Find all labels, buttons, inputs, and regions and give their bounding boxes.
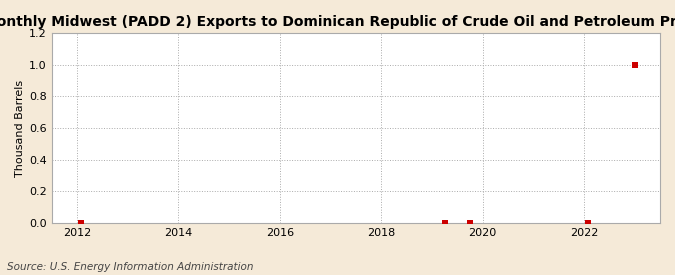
Y-axis label: Thousand Barrels: Thousand Barrels [15,79,25,177]
Point [629,62,640,67]
Point [464,221,475,225]
Point [583,221,593,225]
Title: Monthly Midwest (PADD 2) Exports to Dominican Republic of Crude Oil and Petroleu: Monthly Midwest (PADD 2) Exports to Domi… [0,15,675,29]
Point [76,221,86,225]
Text: Source: U.S. Energy Information Administration: Source: U.S. Energy Information Administ… [7,262,253,272]
Point [439,221,450,225]
